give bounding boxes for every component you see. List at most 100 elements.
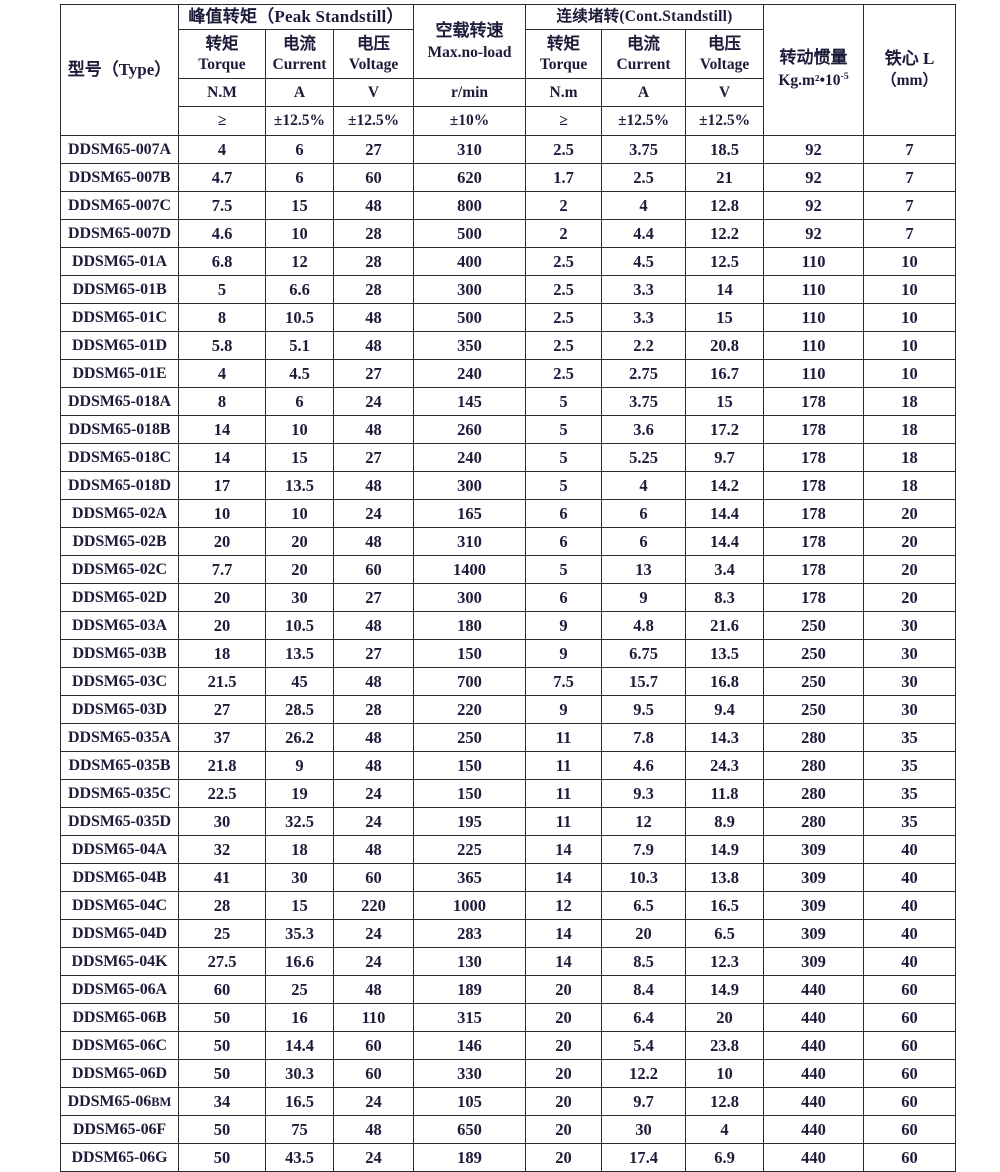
cell-cont-voltage: 16.8 [685, 667, 765, 696]
cell-rotor-inertia: 440 [763, 1003, 865, 1032]
cell-peak-voltage: 24 [332, 807, 415, 836]
cell-cont-current: 3.75 [601, 387, 687, 416]
cell-peak-voltage: 28 [332, 219, 415, 248]
table-row: DDSM65-018A 8 6 24 145 5 3.75 15 178 18 [60, 387, 957, 416]
cell-cont-voltage: 14.4 [685, 499, 765, 528]
cell-max-no-load: 195 [413, 807, 527, 836]
table-row: DDSM65-03D 27 28.5 28 220 9 9.5 9.4 250 30 [60, 695, 957, 724]
cell-rotor-inertia: 92 [763, 219, 865, 248]
cell-model-type: DDSM65-02D [60, 583, 179, 612]
cell-rotor-inertia: 250 [763, 667, 865, 696]
cell-core-length: 10 [863, 303, 957, 332]
cell-cont-torque: 11 [525, 723, 603, 752]
cell-model-type: DDSM65-03D [60, 695, 179, 724]
cell-core-length: 35 [863, 807, 957, 836]
cell-peak-voltage: 24 [332, 1087, 415, 1116]
cell-model-type: DDSM65-007D [60, 219, 179, 248]
cell-peak-current: 6 [265, 387, 334, 416]
cell-peak-current: 5.1 [265, 331, 334, 360]
header-max-no-load: 空载转速 Max.no-load [413, 4, 527, 79]
cell-cont-voltage: 16.5 [685, 891, 765, 920]
cell-peak-torque: 14 [178, 415, 266, 444]
cell-max-no-load: 189 [413, 1143, 527, 1172]
cell-cont-torque: 20 [525, 1087, 603, 1116]
cell-core-length: 20 [863, 499, 957, 528]
cell-rotor-inertia: 178 [763, 583, 865, 612]
cell-max-no-load: 620 [413, 163, 527, 192]
cell-cont-torque: 14 [525, 947, 603, 976]
cell-core-length: 60 [863, 1143, 957, 1172]
cell-peak-torque: 27 [178, 695, 266, 724]
cell-cont-torque: 1.7 [525, 163, 603, 192]
table-row: DDSM65-04C 28 15 220 1000 12 6.5 16.5 309 40 [60, 891, 957, 920]
tolerance-cont-torque: ≥ [525, 106, 603, 136]
cell-core-length: 30 [863, 667, 957, 696]
cell-peak-torque: 4 [178, 359, 266, 388]
cell-model-type: DDSM65-007C [60, 191, 179, 220]
cell-peak-current: 12 [265, 247, 334, 276]
tolerance-peak-torque: ≥ [178, 106, 266, 136]
cell-cont-voltage: 11.8 [685, 779, 765, 808]
cell-max-no-load: 650 [413, 1115, 527, 1144]
table-row: DDSM65-04A 32 18 48 225 14 7.9 14.9 309 40 [60, 835, 957, 864]
header-peak-voltage: 电压 Voltage [332, 29, 415, 79]
table-row: DDSM65-06G 50 43.5 24 189 20 17.4 6.9 440 60 [60, 1143, 957, 1172]
cell-cont-voltage: 18.5 [685, 135, 765, 164]
cell-core-length: 40 [863, 835, 957, 864]
cell-core-length: 40 [863, 947, 957, 976]
cell-core-length: 30 [863, 639, 957, 668]
cell-rotor-inertia: 250 [763, 611, 865, 640]
cell-max-no-load: 150 [413, 639, 527, 668]
cell-max-no-load: 180 [413, 611, 527, 640]
cell-peak-torque: 50 [178, 1059, 266, 1088]
header-cont-current-en: Current [616, 55, 671, 73]
cell-cont-current: 12.2 [601, 1059, 687, 1088]
cell-peak-torque: 4.6 [178, 219, 266, 248]
cell-core-length: 7 [863, 191, 957, 220]
cell-peak-torque: 32 [178, 835, 266, 864]
header-cont-voltage-en: Voltage [699, 55, 750, 73]
tolerance-max-no-load: ±10% [413, 106, 527, 136]
header-cont-current-cn: 电流 [627, 34, 661, 54]
cell-cont-voltage: 14.9 [685, 975, 765, 1004]
table-row: DDSM65-02C 7.7 20 60 1400 5 13 3.4 178 20 [60, 555, 957, 584]
cell-cont-torque: 6 [525, 499, 603, 528]
cell-peak-voltage: 220 [332, 891, 415, 920]
cell-model-type: DDSM65-035A [60, 723, 179, 752]
cell-cont-torque: 9 [525, 611, 603, 640]
cell-core-length: 10 [863, 275, 957, 304]
cell-rotor-inertia: 110 [763, 275, 865, 304]
cell-peak-current: 20 [265, 527, 334, 556]
cell-peak-torque: 28 [178, 891, 266, 920]
cell-peak-voltage: 48 [332, 751, 415, 780]
cell-cont-voltage: 17.2 [685, 415, 765, 444]
cell-model-type: DDSM65-04C [60, 891, 179, 920]
header-rotor-inertia: 转动惯量 Kg.m²•10-5 [763, 4, 865, 136]
header-cont-torque-en: Torque [539, 55, 588, 73]
header-type: 型号（Type） [60, 4, 179, 136]
cell-peak-torque: 8 [178, 387, 266, 416]
cell-cont-torque: 14 [525, 835, 603, 864]
cell-rotor-inertia: 440 [763, 1115, 865, 1144]
cell-core-length: 60 [863, 1087, 957, 1116]
cell-cont-current: 13 [601, 555, 687, 584]
cell-rotor-inertia: 280 [763, 751, 865, 780]
cell-cont-voltage: 13.8 [685, 863, 765, 892]
cell-rotor-inertia: 309 [763, 947, 865, 976]
cell-peak-current: 15 [265, 191, 334, 220]
cell-core-length: 7 [863, 163, 957, 192]
cell-cont-torque: 11 [525, 779, 603, 808]
cell-cont-voltage: 20.8 [685, 331, 765, 360]
cell-peak-torque: 18 [178, 639, 266, 668]
cell-cont-voltage: 8.3 [685, 583, 765, 612]
cell-core-length: 35 [863, 751, 957, 780]
cell-cont-current: 4 [601, 471, 687, 500]
cell-core-length: 18 [863, 443, 957, 472]
cell-model-type: DDSM65-06G [60, 1143, 179, 1172]
cell-cont-current: 2.2 [601, 331, 687, 360]
cell-peak-voltage: 110 [332, 1003, 415, 1032]
cell-peak-current: 9 [265, 751, 334, 780]
cell-max-no-load: 400 [413, 247, 527, 276]
cell-rotor-inertia: 178 [763, 499, 865, 528]
cell-model-type: DDSM65-03C [60, 667, 179, 696]
